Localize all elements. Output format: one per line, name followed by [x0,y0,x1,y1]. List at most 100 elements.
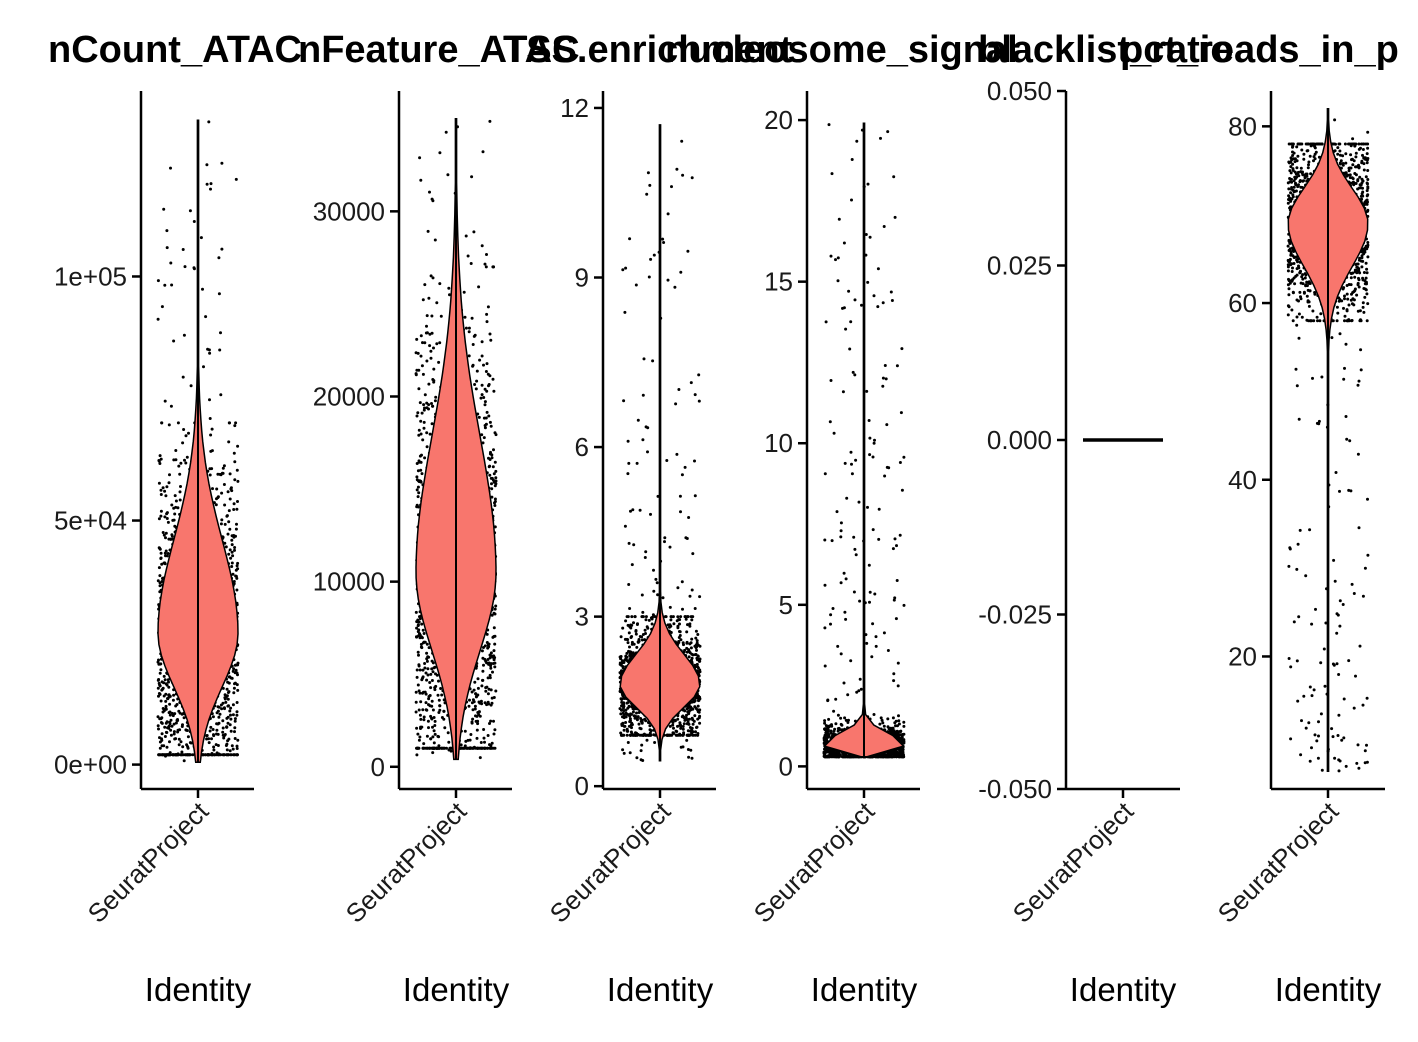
data-point [491,670,494,674]
data-point [628,237,632,241]
data-point [697,694,701,698]
data-point [162,694,166,698]
data-point [419,700,423,704]
data-point [485,641,489,644]
data-point [624,619,628,623]
data-point [682,722,686,726]
data-point [635,711,638,715]
data-point [183,458,186,462]
data-point [161,486,165,490]
data-point [625,615,629,619]
data-point [625,655,629,659]
data-point [649,512,652,516]
data-point [488,332,492,336]
data-point [483,701,487,705]
x-axis-label: Identity [403,971,510,1008]
data-point [494,604,498,608]
data-point [157,517,161,521]
data-point [161,531,165,534]
data-point [470,316,474,320]
data-point [476,722,480,726]
data-point [219,522,223,526]
data-point [227,421,231,425]
data-point [695,648,698,652]
data-point [697,373,701,377]
data-point [482,436,486,440]
data-point [492,732,496,736]
data-point [216,709,220,713]
data-point [693,607,697,610]
data-point [159,662,163,666]
data-point [680,580,684,584]
data-point [165,720,169,724]
data-point [164,707,168,711]
data-point [430,314,434,318]
data-point [483,403,487,407]
data-point [221,719,225,723]
data-point [420,472,424,476]
data-point [488,374,492,378]
data-point [227,509,231,513]
data-point [694,653,698,656]
data-point [425,659,429,663]
data-point [678,723,682,727]
data-point [683,718,687,722]
data-point [446,731,450,735]
data-point [170,724,174,728]
data-point [415,475,419,479]
data-point [489,662,493,666]
data-point [694,636,698,640]
data-point [463,729,467,733]
data-point [635,645,639,649]
data-point [676,586,680,590]
data-point [438,282,442,286]
data-point [493,500,497,503]
data-point [219,331,222,335]
data-point [871,528,875,532]
data-point [222,734,226,738]
data-point [212,733,215,737]
data-point [173,712,177,716]
data-point [679,510,682,514]
data-point [675,452,679,456]
data-point [234,177,238,181]
data-point [164,699,168,703]
data-point [207,120,211,124]
data-point [417,433,421,437]
data-point [437,360,441,364]
data-point [422,718,426,722]
data-point [183,265,187,269]
data-point [416,618,420,622]
data-point [627,541,631,545]
data-point [624,721,628,724]
data-point [230,561,234,565]
data-point [168,710,172,714]
data-point [488,452,492,456]
data-point [677,641,681,644]
data-point [621,733,625,737]
data-point [475,746,479,750]
data-point [417,708,421,712]
data-point [483,426,487,430]
data-point [485,685,489,689]
data-point [691,615,695,619]
data-point [176,421,180,425]
data-point [686,249,690,253]
data-point [416,650,420,654]
data-point [630,563,634,567]
data-point [618,671,622,675]
data-point [170,283,174,287]
data-point [480,340,484,344]
data-point [186,746,190,750]
data-point [643,556,647,559]
data-point [233,717,237,721]
data-point [493,504,497,507]
data-point [418,454,422,458]
data-point [208,417,212,420]
data-point [427,403,431,407]
data-point [484,370,488,373]
data-point [165,745,169,749]
data-point [436,693,440,697]
data-point [492,389,496,393]
data-point [683,648,687,652]
